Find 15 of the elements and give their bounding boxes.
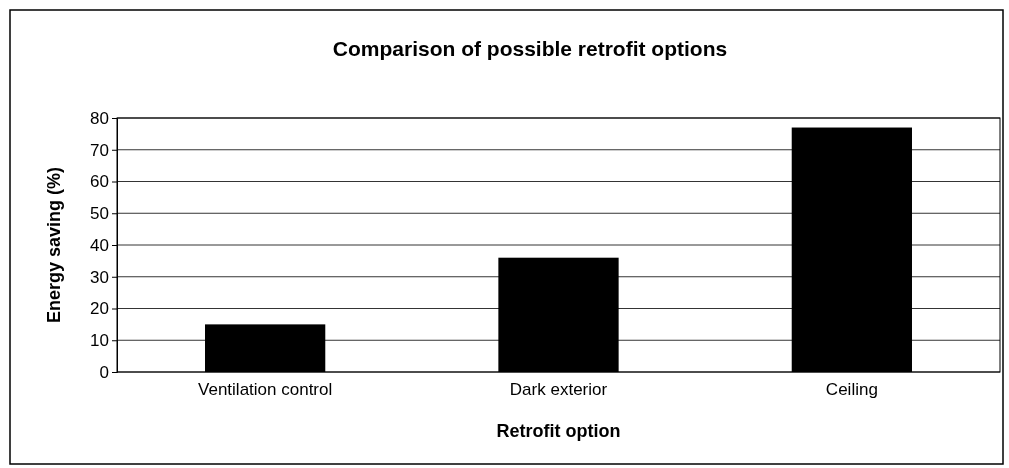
y-tick-label: 20 (90, 299, 109, 319)
y-tick-label: 70 (90, 140, 109, 160)
y-tick-label: 30 (90, 267, 109, 287)
chart-title: Comparison of possible retrofit options (332, 37, 728, 60)
x-axis-title: Retrofit option (496, 421, 621, 441)
x-tick-label: Ventilation control (198, 380, 333, 400)
y-tick-label: 10 (90, 331, 109, 351)
y-tick-label: 50 (90, 204, 109, 224)
y-tick-label: 0 (99, 362, 109, 382)
y-axis-title: Energy saving (%) (44, 166, 64, 324)
x-tick-label: Dark exterior (509, 380, 608, 400)
y-tick-label: 80 (90, 108, 109, 128)
y-tick-label: 60 (90, 172, 109, 192)
y-tick-label: 40 (90, 235, 109, 255)
x-tick-label: Ceiling (825, 380, 878, 400)
